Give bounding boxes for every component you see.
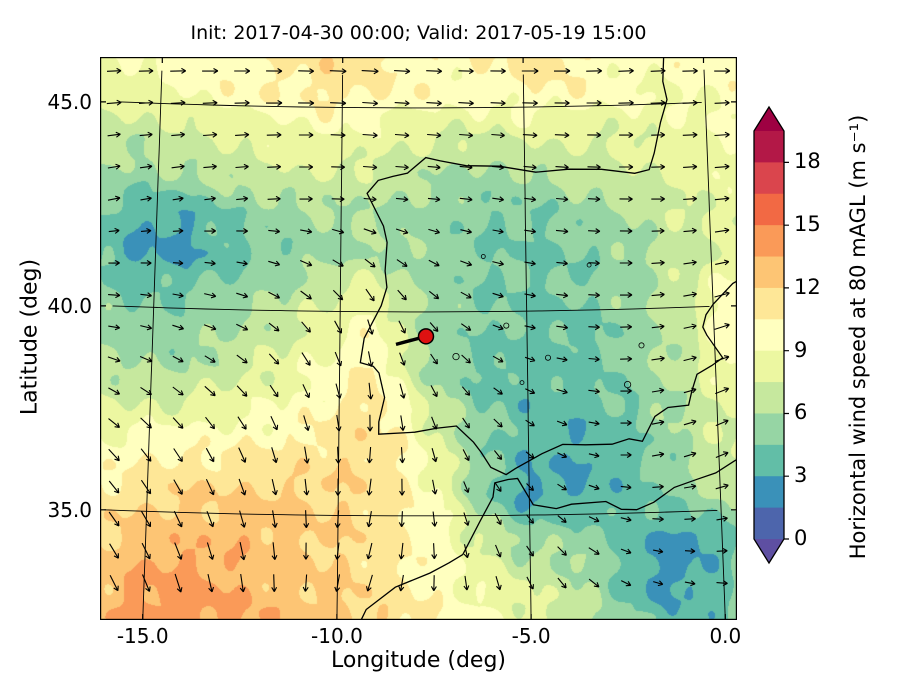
y-tick-label: 40.0 xyxy=(47,293,92,318)
x-axis-label: Longitude (deg) xyxy=(330,648,507,673)
wind-arrows xyxy=(106,67,731,593)
colorbar-band xyxy=(754,507,784,540)
colorbar-band xyxy=(754,413,784,446)
graticule-parallel xyxy=(112,305,710,313)
colorbar-band xyxy=(754,287,784,320)
colorbar-extend-max xyxy=(754,107,784,131)
lake-outline xyxy=(452,352,460,361)
colorbar-band xyxy=(754,193,784,226)
colorbar-band xyxy=(754,131,784,163)
colorbar-label: Horizontal wind speed at 80 mAGL (m s⁻¹) xyxy=(846,114,870,560)
colorbar-band xyxy=(754,350,784,383)
plot-frame xyxy=(100,57,737,620)
y-tick-label: 45.0 xyxy=(47,89,92,114)
x-tick-label: -15.0 xyxy=(116,624,169,648)
lake-outline xyxy=(519,380,525,386)
y-axis-label: Latitude (deg) xyxy=(17,258,43,416)
colorbar-band xyxy=(754,162,784,195)
lake-outline xyxy=(480,254,486,259)
colorbar-tick-label: 6 xyxy=(794,400,808,425)
map-plot-area xyxy=(100,57,737,620)
lake-outline xyxy=(544,354,551,361)
colorbar-band xyxy=(754,444,784,477)
colorbar-extend-min xyxy=(754,539,784,563)
axis-ticks xyxy=(100,57,737,620)
graticule-meridian xyxy=(142,70,163,620)
plot-title: Init: 2017-04-30 00:00; Valid: 2017-05-1… xyxy=(190,22,647,44)
colorbar-ticks xyxy=(784,161,789,540)
colorbar-band xyxy=(754,319,784,352)
colorbar-tick-label: 9 xyxy=(794,337,808,362)
colorbar-tick-label: 18 xyxy=(794,149,821,174)
colorbar-tick-label: 3 xyxy=(794,463,808,488)
colorbar-tick-label: 12 xyxy=(794,274,821,299)
colorbar-tick-label: 15 xyxy=(794,212,821,237)
lake-outline xyxy=(586,262,592,268)
x-tick-label: -10.0 xyxy=(311,624,363,648)
x-tick-label: -5.0 xyxy=(511,624,551,648)
lake-outline xyxy=(623,380,632,389)
graticule-meridian xyxy=(522,74,532,620)
colorbar xyxy=(753,105,789,565)
x-tick-label: 0.0 xyxy=(709,624,742,648)
colorbar-band xyxy=(754,382,784,415)
graticule-parallel xyxy=(120,101,702,109)
colorbar-band xyxy=(754,225,784,258)
lake-outline xyxy=(503,322,510,329)
colorbar-band xyxy=(754,256,784,289)
site-marker xyxy=(417,328,435,345)
graticule-meridian xyxy=(336,74,344,620)
lake-outline xyxy=(638,342,645,349)
coastline xyxy=(359,57,737,476)
colorbar-band xyxy=(754,476,784,509)
graticule-meridian xyxy=(703,69,726,620)
colorbar-tick-label: 0 xyxy=(794,526,808,550)
graticule-parallel xyxy=(104,509,718,517)
coastline xyxy=(360,458,737,620)
y-tick-label: 35.0 xyxy=(47,497,92,522)
map-overlay xyxy=(100,57,737,620)
